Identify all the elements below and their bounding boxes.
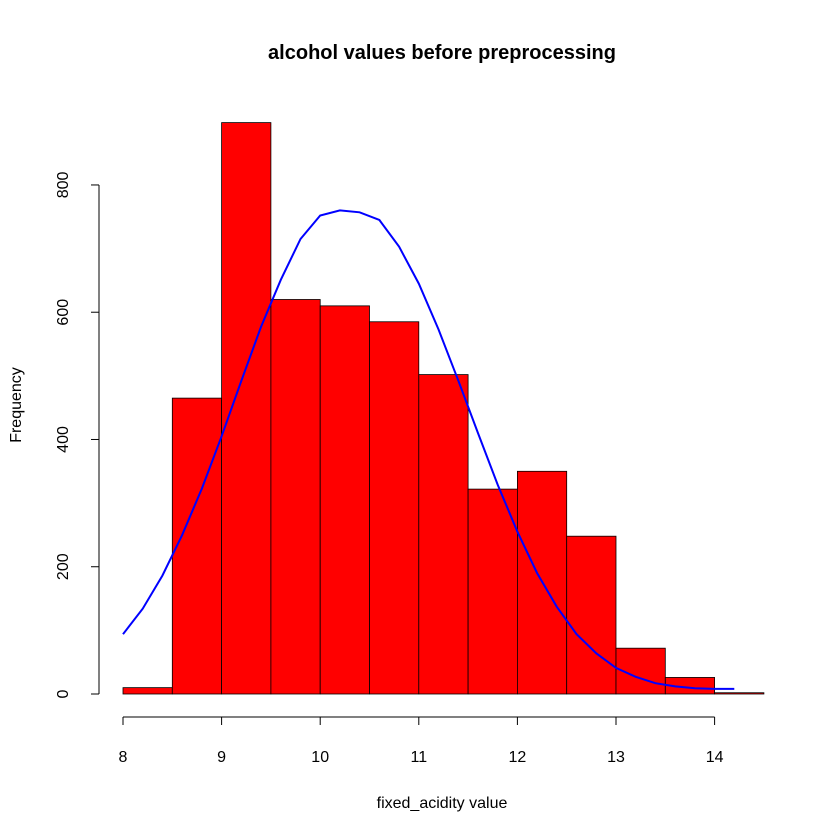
x-tick-label: 11	[410, 749, 427, 766]
y-axis: 0 200 400 600 800	[55, 172, 100, 698]
histogram-bar	[714, 692, 765, 695]
x-axis: 8 9 10 11 12 13 14	[119, 716, 724, 766]
x-tick-label: 8	[119, 749, 128, 766]
histogram-bar	[418, 374, 469, 695]
y-tick-label: 400	[55, 426, 72, 453]
histogram-bar	[122, 687, 173, 695]
y-tick-label: 800	[55, 172, 72, 199]
histogram-bar	[319, 305, 370, 695]
density-curve	[122, 209, 735, 690]
y-tick-label: 200	[55, 553, 72, 580]
x-tick-label: 14	[706, 749, 724, 766]
histogram-bar	[369, 321, 420, 695]
histogram-bar	[221, 122, 272, 695]
y-tick-label: 0	[55, 689, 72, 698]
x-tick-label: 12	[509, 749, 527, 766]
x-tick-label: 13	[607, 749, 625, 766]
chart-title: alcohol values before preprocessing	[268, 42, 616, 64]
histogram-bar	[270, 299, 321, 695]
histogram-bar	[171, 397, 223, 695]
y-tick-label: 600	[55, 299, 72, 326]
x-tick-label: 9	[217, 749, 226, 766]
x-axis-label: fixed_acidity value	[377, 795, 508, 812]
histogram-bar	[566, 535, 617, 695]
x-tick-label: 10	[311, 749, 329, 766]
histogram-bars	[122, 122, 765, 695]
histogram-bar	[467, 488, 518, 695]
y-axis-label: Frequency	[8, 367, 25, 443]
